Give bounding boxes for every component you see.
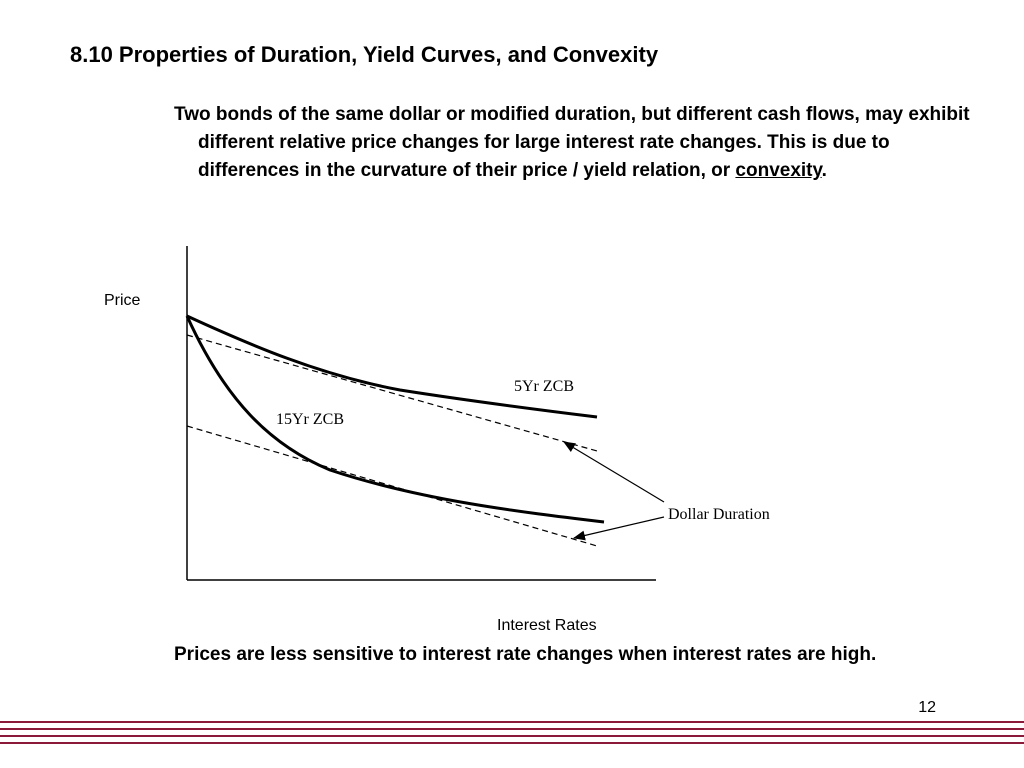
intro-period: . bbox=[821, 160, 827, 181]
curve-label-5yr: 5Yr ZCB bbox=[514, 378, 574, 395]
footer-rule bbox=[0, 721, 1024, 723]
curve-5yr-zcb bbox=[186, 314, 598, 419]
conclusion-paragraph: Prices are less sensitive to interest ra… bbox=[174, 644, 877, 665]
slide-title: 8.10 Properties of Duration, Yield Curve… bbox=[70, 42, 659, 67]
convexity-term: convexity bbox=[735, 160, 822, 181]
tangent-line-upper bbox=[186, 334, 598, 452]
dollar-duration-label: Dollar Duration bbox=[668, 506, 770, 523]
intro-text: Two bonds of the same dollar or modified… bbox=[174, 104, 970, 181]
footer-rules bbox=[0, 719, 1024, 751]
footer-rule bbox=[0, 742, 1024, 744]
intro-paragraph: Two bonds of the same dollar or modified… bbox=[174, 101, 988, 185]
x-axis-label: Interest Rates bbox=[497, 617, 597, 634]
curve-label-15yr: 15Yr ZCB bbox=[276, 411, 344, 428]
callout-arrow-upper bbox=[563, 441, 665, 503]
footer-rule bbox=[0, 728, 1024, 730]
curve-15yr-zcb bbox=[185, 315, 605, 524]
y-axis-label: Price bbox=[104, 292, 141, 309]
callout-arrow-lower bbox=[573, 516, 665, 541]
tangent-line-lower bbox=[186, 425, 598, 547]
page-number: 12 bbox=[918, 699, 936, 716]
footer-rule bbox=[0, 735, 1024, 737]
